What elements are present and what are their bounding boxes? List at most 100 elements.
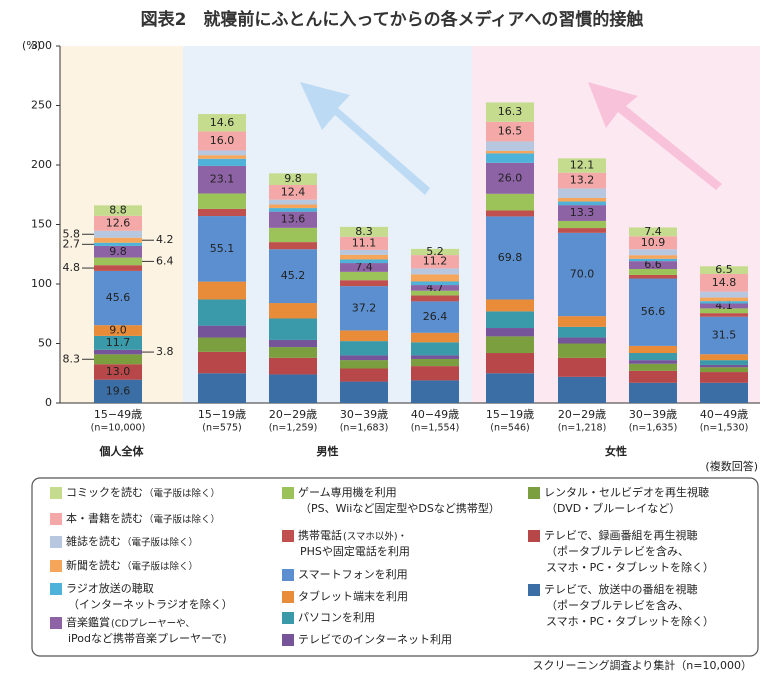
bar-segment [94, 205, 142, 216]
bar-segment [269, 347, 317, 358]
legend-swatch [528, 530, 540, 542]
y-tick-label: 300 [31, 39, 52, 52]
legend-label: ラジオ放送の聴取 [66, 581, 154, 595]
bar-segment [94, 245, 142, 258]
legend-label: タブレット端末を利用 [298, 589, 408, 603]
y-tick-label: 200 [31, 158, 52, 171]
bar-segment [700, 297, 748, 302]
bar-segment [269, 303, 317, 319]
bar-segment [700, 367, 748, 373]
legend-note: （電子版は除く） [122, 561, 198, 573]
bar-segment [198, 373, 246, 403]
bar-segment [94, 379, 142, 403]
bar-segment [94, 349, 142, 355]
bar-segment [629, 227, 677, 237]
legend-label: 携帯電話 [298, 528, 342, 542]
group-label: 個人全体 [99, 444, 145, 458]
bar-segment [411, 366, 459, 381]
bar-segment [558, 343, 606, 358]
y-tick-label: 0 [45, 396, 52, 409]
value-label: 6.6 [644, 258, 662, 271]
bar-segment [411, 255, 459, 269]
bar-segment [411, 380, 459, 403]
y-tick-label: 50 [38, 337, 52, 350]
value-label: 9.8 [109, 245, 127, 258]
bar-segment [486, 121, 534, 142]
legend-label: テレビでのインターネット利用 [298, 633, 452, 646]
value-label: 13.3 [570, 206, 595, 219]
bar-segment [94, 237, 142, 243]
legend-note: （ポータブルテレビを含み、 [546, 598, 689, 612]
value-label: 6.5 [715, 263, 733, 276]
legend-swatch [50, 617, 62, 629]
legend-label: スマートフォンを利用 [298, 568, 408, 581]
bar-segment [198, 150, 246, 156]
bar-segment [486, 193, 534, 211]
bar-segment [558, 357, 606, 377]
value-label: 16.3 [498, 105, 523, 118]
bar-segment [558, 201, 606, 206]
bar-segment [411, 285, 459, 291]
bar-segment [486, 162, 534, 194]
value-label: 9.8 [284, 172, 302, 185]
note: (複数回答) [705, 459, 758, 473]
legend-label: テレビで、録画番組を再生視聴 [544, 528, 698, 542]
legend-note: PHSや固定電話を利用 [300, 544, 410, 558]
legend-label: ゲーム専用機を利用 [298, 485, 397, 499]
legend-swatch [282, 634, 294, 646]
bar-segment [340, 286, 388, 331]
sample-size: (n=1,554) [411, 423, 460, 434]
arrow-female [588, 82, 722, 190]
value-label: 8.3 [355, 225, 373, 238]
value-label: 12.6 [106, 216, 131, 229]
value-label: 11.1 [352, 236, 377, 249]
chart-title: 図表2 就寝前にふとんに入ってからの各メディアへの習慣的接触 [141, 9, 644, 30]
bar-segment [486, 210, 534, 217]
group-label: 男性 [317, 444, 339, 458]
bar-segment [269, 204, 317, 209]
bar-segment [629, 274, 677, 279]
bar-segment [629, 258, 677, 262]
value-label: 9.0 [109, 324, 127, 337]
bar-segment [198, 193, 246, 209]
bar-segment [340, 330, 388, 342]
bar-segment [486, 141, 534, 151]
x-tick-label: 15−49歳 [94, 408, 142, 421]
value-label: 37.2 [352, 301, 377, 314]
bar-segment [558, 188, 606, 198]
bar-segment [340, 360, 388, 369]
bar-segment [269, 211, 317, 228]
bar-segment [558, 316, 606, 327]
value-label: 7.4 [355, 260, 373, 273]
bar-segment [411, 268, 459, 275]
value-label: 45.2 [281, 269, 306, 282]
bar-segment [700, 291, 748, 298]
value-label: 13.2 [570, 174, 595, 187]
value-label: 11.2 [423, 255, 448, 268]
bar-segment [629, 278, 677, 346]
bar-segment [411, 342, 459, 356]
bar-segment [340, 236, 388, 250]
sample-size: (n=1,683) [340, 423, 389, 434]
bar-segment [486, 299, 534, 312]
legend-swatch [50, 513, 62, 525]
sample-size: (n=1,530) [700, 423, 749, 434]
source: スクリーニング調査より集計（n=10,000） [533, 658, 752, 672]
bar-segment [269, 357, 317, 375]
legend-label: パソコンを利用 [298, 611, 375, 624]
bar-segment [94, 215, 142, 231]
bar-segment [486, 336, 534, 354]
sample-size: (n=1,635) [629, 423, 678, 434]
legend-label: コミックを読む [66, 485, 143, 499]
legend-note: (スマホ以外)・ [343, 531, 407, 543]
value-label: 14.8 [712, 276, 737, 289]
value-label: 8.3 [63, 352, 81, 365]
bar-segment [198, 155, 246, 159]
x-tick-label: 15−19歳 [198, 408, 246, 421]
bar-segment [486, 373, 534, 403]
legend-swatch [50, 583, 62, 595]
bar-segment [558, 172, 606, 189]
y-tick-label: 250 [31, 99, 52, 112]
bar-segment [558, 220, 606, 229]
